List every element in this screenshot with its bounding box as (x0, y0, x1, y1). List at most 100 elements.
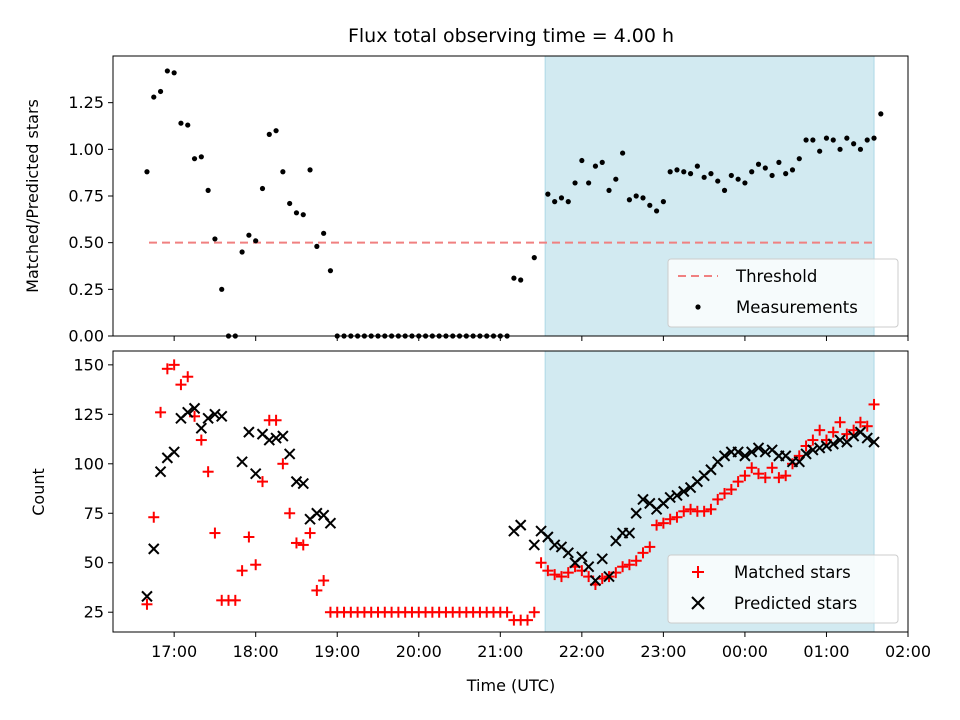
measurement-point (592, 163, 599, 169)
predicted-star-point (528, 539, 540, 551)
matched-star-point (229, 594, 241, 606)
predicted-star-point (678, 485, 690, 498)
measurement-point (796, 156, 802, 162)
matched-star-point (753, 468, 765, 480)
measurement-point (823, 135, 830, 141)
predicted-star-point (752, 442, 765, 454)
matched-star-point (535, 557, 547, 569)
matched-star-point (311, 584, 323, 596)
measurement-point (280, 169, 286, 175)
matched-star-point (168, 359, 180, 371)
predicted-star-point (168, 446, 180, 458)
y-tick-label: 1.25 (68, 93, 104, 112)
predicted-star-point (216, 410, 228, 423)
bottom-y-ticks: 25 50 75 100 125 150 (73, 355, 113, 622)
measurement-point (762, 165, 768, 171)
measurement-point (314, 243, 320, 249)
matched-star-point (766, 462, 778, 474)
measurement-point (701, 174, 707, 180)
measurement-point (185, 122, 191, 128)
matched-star-point (549, 569, 561, 581)
measurement-point (640, 195, 646, 201)
predicted-star-point (868, 436, 880, 448)
predicted-star-point (148, 543, 160, 555)
matched-star-point (141, 598, 153, 610)
predicted-star-point (297, 477, 309, 490)
top-panel: 0.00 0.25 0.50 0.75 1.00 1.25 Matched/Predict… (23, 55, 909, 346)
y-tick-label: 0.00 (68, 327, 104, 346)
predicted-star-point (827, 438, 839, 450)
predicted-star-point (589, 574, 602, 587)
legend-matched-label: Matched stars (734, 563, 851, 582)
measurement-point (857, 146, 864, 152)
matched-star-point (651, 519, 663, 531)
legend-matched-swatch (692, 566, 704, 578)
matched-star-point (698, 505, 710, 517)
bottom-legend-box (667, 554, 899, 624)
measurement-point (144, 169, 150, 175)
legend-threshold-label: Threshold (735, 267, 817, 286)
matched-star-point (243, 531, 255, 543)
matched-star-point (739, 470, 751, 482)
measurement-point (157, 88, 164, 95)
matched-star-point (725, 484, 737, 496)
y-tick-label: 50 (84, 553, 104, 572)
legend-measurements-label: Measurements (736, 298, 858, 317)
measurement-point (266, 131, 272, 137)
measurement-point (253, 238, 259, 244)
predicted-star-point (263, 434, 275, 446)
predicted-star-point (182, 406, 194, 419)
measurement-point (586, 180, 592, 186)
matched-star-point (304, 527, 316, 539)
measurement-point (606, 187, 612, 193)
x-tick-label: 21:00 (477, 642, 523, 661)
matched-star-point (678, 505, 690, 517)
measurement-point (817, 148, 823, 154)
matched-star-point (195, 434, 207, 446)
measurement-point (864, 137, 870, 143)
measurement-point (837, 146, 843, 152)
matched-stars-points (141, 359, 880, 626)
y-tick-label: 0.75 (68, 187, 104, 206)
measurement-point (565, 199, 571, 205)
y-tick-label: 0.25 (68, 280, 104, 299)
bottom-x-ticks: 17:00 18:00 19:00 20:00 21:00 22:00 23:00 00:00… (151, 632, 931, 661)
predicted-star-point (800, 448, 812, 460)
matched-star-point (746, 462, 758, 474)
measurement-point (844, 135, 850, 141)
measurement-point (613, 176, 619, 182)
measurement-point (660, 199, 666, 205)
predicted-star-point (249, 467, 262, 480)
predicted-star-point (759, 446, 772, 458)
measurement-point (531, 255, 537, 261)
measurement-point (246, 232, 252, 238)
measurement-point (178, 120, 184, 126)
x-tick-label: 17:00 (151, 642, 197, 661)
predicted-star-point (861, 432, 873, 444)
measurement-point (599, 159, 605, 165)
predicted-star-point (807, 444, 819, 456)
measurement-point (789, 167, 796, 173)
measurement-point (653, 208, 660, 214)
matched-star-point (277, 458, 289, 470)
legend-measurements-swatch (695, 304, 701, 310)
measurement-point (851, 141, 857, 147)
y-tick-label: 0.50 (68, 233, 104, 252)
matched-star-point (773, 472, 785, 484)
measurement-point (239, 249, 245, 255)
matched-star-point (637, 547, 649, 559)
measurement-point (735, 176, 741, 182)
matched-star-point (521, 614, 533, 626)
matched-star-point (270, 414, 282, 426)
predicted-star-point (311, 507, 323, 519)
x-tick-label: 00:00 (722, 642, 768, 661)
predicted-star-point (718, 450, 731, 462)
matched-star-point (807, 434, 819, 446)
x-axis-label: Time (UTC) (466, 676, 555, 695)
matched-star-point (562, 567, 574, 579)
predicted-star-point (562, 547, 574, 559)
matched-star-point (827, 426, 839, 438)
measurement-point (647, 202, 653, 208)
measurement-point (300, 212, 306, 218)
predicted-star-point (270, 432, 282, 444)
